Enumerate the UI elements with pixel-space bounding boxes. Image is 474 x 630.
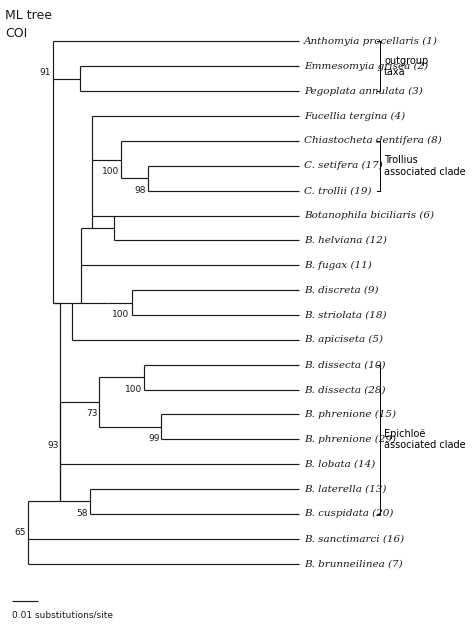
Text: B. apiciseta (5): B. apiciseta (5) [304, 335, 383, 345]
Text: B. cuspidata (20): B. cuspidata (20) [304, 510, 393, 518]
Text: Botanophila biciliaris (6): Botanophila biciliaris (6) [304, 211, 434, 220]
Text: C. trollii (19): C. trollii (19) [304, 186, 372, 195]
Text: Trollius
associated clade: Trollius associated clade [384, 155, 465, 176]
Text: Pegoplata annulata (3): Pegoplata annulata (3) [304, 87, 423, 96]
Text: 91: 91 [39, 67, 51, 77]
Text: B. laterella (13): B. laterella (13) [304, 484, 386, 493]
Text: 99: 99 [148, 434, 160, 444]
Text: B. fugax (11): B. fugax (11) [304, 261, 372, 270]
Text: Emmesomyia grisea (2): Emmesomyia grisea (2) [304, 62, 428, 71]
Text: B. sanctimarci (16): B. sanctimarci (16) [304, 534, 404, 543]
Text: 100: 100 [112, 310, 129, 319]
Text: 0.01 substitutions/site: 0.01 substitutions/site [12, 611, 113, 620]
Text: 98: 98 [135, 186, 146, 195]
Text: Chiastocheta dentifera (8): Chiastocheta dentifera (8) [304, 136, 442, 146]
Text: ML tree: ML tree [5, 9, 52, 22]
Text: C. setifera (17): C. setifera (17) [304, 161, 383, 170]
Text: 100: 100 [102, 167, 119, 176]
Text: B. striolata (18): B. striolata (18) [304, 311, 386, 319]
Text: B. lobata (14): B. lobata (14) [304, 460, 375, 469]
Text: B. phrenione (15): B. phrenione (15) [304, 410, 396, 419]
Text: 58: 58 [76, 509, 88, 518]
Text: Anthomyia procellaris (1): Anthomyia procellaris (1) [304, 37, 438, 46]
Text: 73: 73 [86, 410, 97, 418]
Text: B. phrenione (29): B. phrenione (29) [304, 435, 396, 444]
Text: B. brunneilinea (7): B. brunneilinea (7) [304, 559, 403, 568]
Text: 65: 65 [15, 527, 27, 537]
Text: outgroup
taxa: outgroup taxa [384, 55, 428, 77]
Text: Fucellia tergina (4): Fucellia tergina (4) [304, 112, 405, 120]
Text: 93: 93 [47, 440, 59, 450]
Text: Epichloë
associated clade: Epichloë associated clade [384, 428, 465, 450]
Text: COI: COI [5, 26, 27, 40]
Text: 100: 100 [125, 385, 142, 394]
Text: B. dissecta (28): B. dissecta (28) [304, 385, 385, 394]
Text: B. helviana (12): B. helviana (12) [304, 236, 387, 245]
Text: B. dissecta (10): B. dissecta (10) [304, 360, 385, 369]
Text: B. discreta (9): B. discreta (9) [304, 285, 379, 295]
